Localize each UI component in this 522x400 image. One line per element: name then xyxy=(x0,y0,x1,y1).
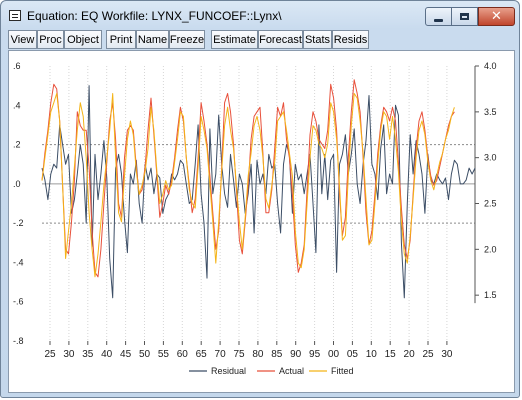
x-tick-label: 95 xyxy=(309,349,321,360)
right-axis-label: 2.5 xyxy=(484,199,497,209)
left-axis-label: -.4 xyxy=(13,257,24,267)
x-tick-label: 50 xyxy=(139,349,151,360)
close-icon: ✕ xyxy=(491,9,502,24)
x-tick-label: 55 xyxy=(158,349,170,360)
view-button[interactable]: View xyxy=(8,30,37,49)
title-bar[interactable]: Equation: EQ Workfile: LYNX_FUNCOEF::Lyn… xyxy=(1,1,519,29)
left-axis-label: -.2 xyxy=(13,218,24,228)
left-axis-label: -.6 xyxy=(13,297,24,307)
maximize-button[interactable] xyxy=(451,7,478,26)
object-button[interactable]: Object xyxy=(64,30,102,49)
residual-actual-fitted-chart: 25 30 35 40 45 50 55 60 65 70 75 80 85 90 95 00 05 10 15 20… xyxy=(13,61,497,376)
x-tick-label: 05 xyxy=(347,349,359,360)
left-axis-label: .6 xyxy=(13,61,21,71)
x-tick-label: 20 xyxy=(404,349,416,360)
x-tick-label: 85 xyxy=(271,349,283,360)
window-title: Equation: EQ Workfile: LYNX_FUNCOEF::Lyn… xyxy=(27,9,282,23)
x-tick-label: 75 xyxy=(233,349,245,360)
series-line-residual xyxy=(41,85,476,299)
right-axis-label: 4.0 xyxy=(484,61,497,71)
right-axis-label: 3.5 xyxy=(484,107,497,117)
series-line-fitted xyxy=(41,93,455,278)
right-axis-label: 1.5 xyxy=(484,290,497,300)
x-tick-label: 10 xyxy=(366,349,378,360)
x-tick-label: 65 xyxy=(196,349,208,360)
resids-button[interactable]: Resids xyxy=(332,30,369,49)
x-tick-label: 25 xyxy=(422,349,434,360)
minimize-button[interactable] xyxy=(425,7,452,26)
x-tick-label: 45 xyxy=(120,349,132,360)
legend-label-residual: Residual xyxy=(211,366,246,376)
window-menu-icon[interactable] xyxy=(9,10,21,21)
x-tick-label: 30 xyxy=(441,349,453,360)
x-tick-label: 60 xyxy=(177,349,189,360)
forecast-button[interactable]: Forecast xyxy=(258,30,303,49)
proc-button[interactable]: Proc xyxy=(37,30,64,49)
left-axis-label: -.8 xyxy=(13,336,24,346)
name-button[interactable]: Name xyxy=(136,30,169,49)
x-tick-label: 15 xyxy=(385,349,397,360)
stats-button[interactable]: Stats xyxy=(303,30,332,49)
x-tick-label: 30 xyxy=(63,349,75,360)
estimate-button[interactable]: Estimate xyxy=(211,30,258,49)
close-button[interactable]: ✕ xyxy=(478,7,515,26)
x-tick-label: 70 xyxy=(215,349,227,360)
left-axis-label: .2 xyxy=(13,140,21,150)
graph-area[interactable]: 25 30 35 40 45 50 55 60 65 70 75 80 85 90 95 00 05 10 15 20… xyxy=(8,50,515,393)
x-tick-label: 80 xyxy=(252,349,264,360)
print-button[interactable]: Print xyxy=(106,30,136,49)
minimize-icon xyxy=(434,18,443,22)
legend-label-fitted: Fitted xyxy=(331,366,354,376)
x-tick-label: 40 xyxy=(101,349,113,360)
x-tick-label: 00 xyxy=(328,349,340,360)
legend-label-actual: Actual xyxy=(279,366,304,376)
freeze-button[interactable]: Freeze xyxy=(169,30,205,49)
maximize-icon xyxy=(460,13,469,20)
left-axis-label: .4 xyxy=(13,100,21,110)
x-tick-label: 35 xyxy=(82,349,94,360)
x-tick-label: 25 xyxy=(44,349,56,360)
right-axis-label: 2.0 xyxy=(484,244,497,254)
x-tick-label: 90 xyxy=(290,349,302,360)
right-axis-label: 3.0 xyxy=(484,153,497,163)
left-axis-label: .0 xyxy=(13,179,21,189)
